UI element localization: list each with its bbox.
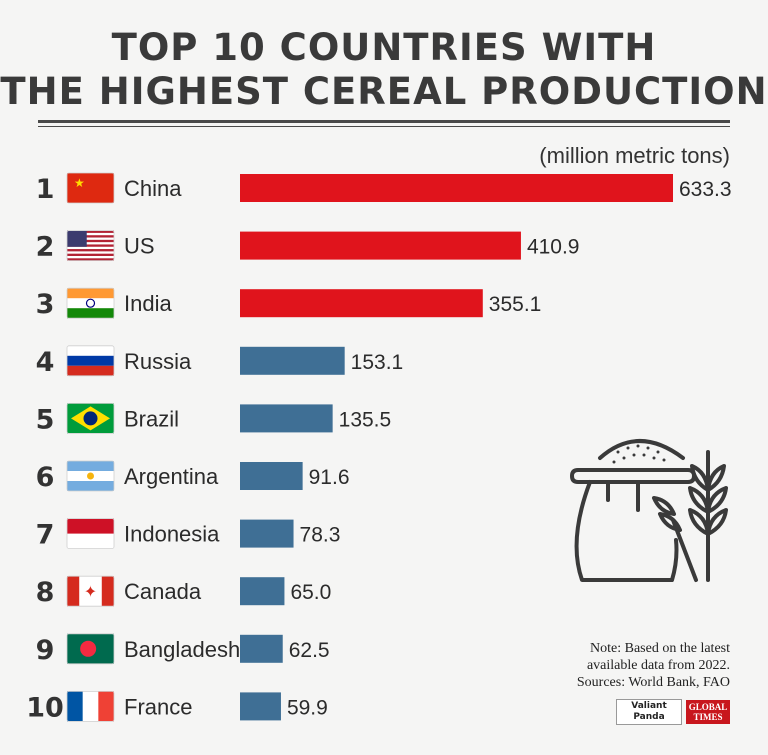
country-label: Argentina [124, 464, 219, 489]
brazil-flag [66, 402, 115, 434]
bar-canada [240, 577, 285, 606]
rank-label: 1 [36, 174, 55, 205]
rank-label: 8 [36, 577, 55, 608]
value-label: 410.9 [527, 236, 580, 259]
country-label: Bangladesh [124, 637, 240, 662]
global-times-logo: GLOBAL TIMES [686, 700, 730, 724]
india-flag [66, 287, 115, 319]
note-line-3: Sources: World Bank, FAO [576, 675, 730, 690]
value-label: 62.5 [289, 639, 330, 662]
title-rule-thin [38, 126, 730, 127]
canada-flag: ✦ [66, 575, 115, 607]
grain-sack-icon [570, 439, 728, 582]
bar-russia [240, 346, 345, 375]
value-label: 135.5 [339, 408, 392, 431]
bar-france [240, 692, 281, 721]
source-note: Note: Based on the latest available data… [577, 640, 730, 691]
country-label: Canada [124, 579, 202, 604]
svg-text:✦: ✦ [84, 584, 97, 601]
rank-label: 3 [36, 289, 55, 320]
rank-label: 10 [26, 692, 64, 723]
value-label: 91.6 [309, 466, 350, 489]
argentina-flag [66, 460, 115, 492]
publisher-logos: Valiant Panda GLOBAL TIMES [616, 699, 730, 725]
chart-title: TOP 10 COUNTRIES WITH THE HIGHEST CEREAL… [0, 26, 768, 114]
rank-label: 4 [36, 347, 55, 378]
bar-brazil [240, 404, 333, 433]
bar-us [240, 231, 521, 260]
value-label: 355.1 [489, 293, 542, 316]
title-rule-thick [38, 120, 730, 123]
rank-label: 9 [36, 635, 55, 666]
value-label: 633.3 [679, 178, 732, 201]
value-label: 59.9 [287, 696, 328, 719]
country-label: China [124, 176, 182, 201]
rank-label: 7 [36, 520, 55, 551]
russia-flag [66, 345, 115, 377]
country-label: Brazil [124, 406, 179, 431]
country-label: US [124, 234, 155, 259]
bar-india [240, 289, 483, 318]
svg-text:★: ★ [74, 176, 85, 190]
bar-indonesia [240, 519, 294, 548]
country-label: India [124, 291, 172, 316]
bar-argentina [240, 462, 303, 490]
unit-label: (million metric tons) [539, 143, 730, 168]
bar-bangladesh [240, 634, 283, 663]
bar-china [240, 174, 673, 202]
country-label: Indonesia [124, 522, 220, 547]
indonesia-flag [66, 518, 115, 549]
note-line-2: available data from 2022. [586, 658, 730, 673]
us-flag [66, 230, 115, 262]
value-label: 65.0 [290, 581, 331, 604]
title-line-1: TOP 10 COUNTRIES WITH [111, 26, 657, 69]
china-flag: ★ [66, 172, 115, 204]
value-label: 78.3 [300, 524, 341, 547]
france-flag [66, 691, 115, 722]
country-label: Russia [124, 349, 192, 374]
title-line-2: THE HIGHEST CEREAL PRODUCTION [0, 70, 768, 113]
country-label: France [124, 694, 192, 719]
rank-label: 2 [36, 232, 55, 263]
rank-label: 5 [36, 404, 55, 435]
note-line-1: Note: Based on the latest [590, 641, 730, 656]
bangladesh-flag [66, 633, 115, 665]
rank-label: 6 [36, 462, 55, 493]
value-label: 153.1 [351, 351, 404, 374]
valiant-panda-logo: Valiant Panda [616, 699, 682, 725]
